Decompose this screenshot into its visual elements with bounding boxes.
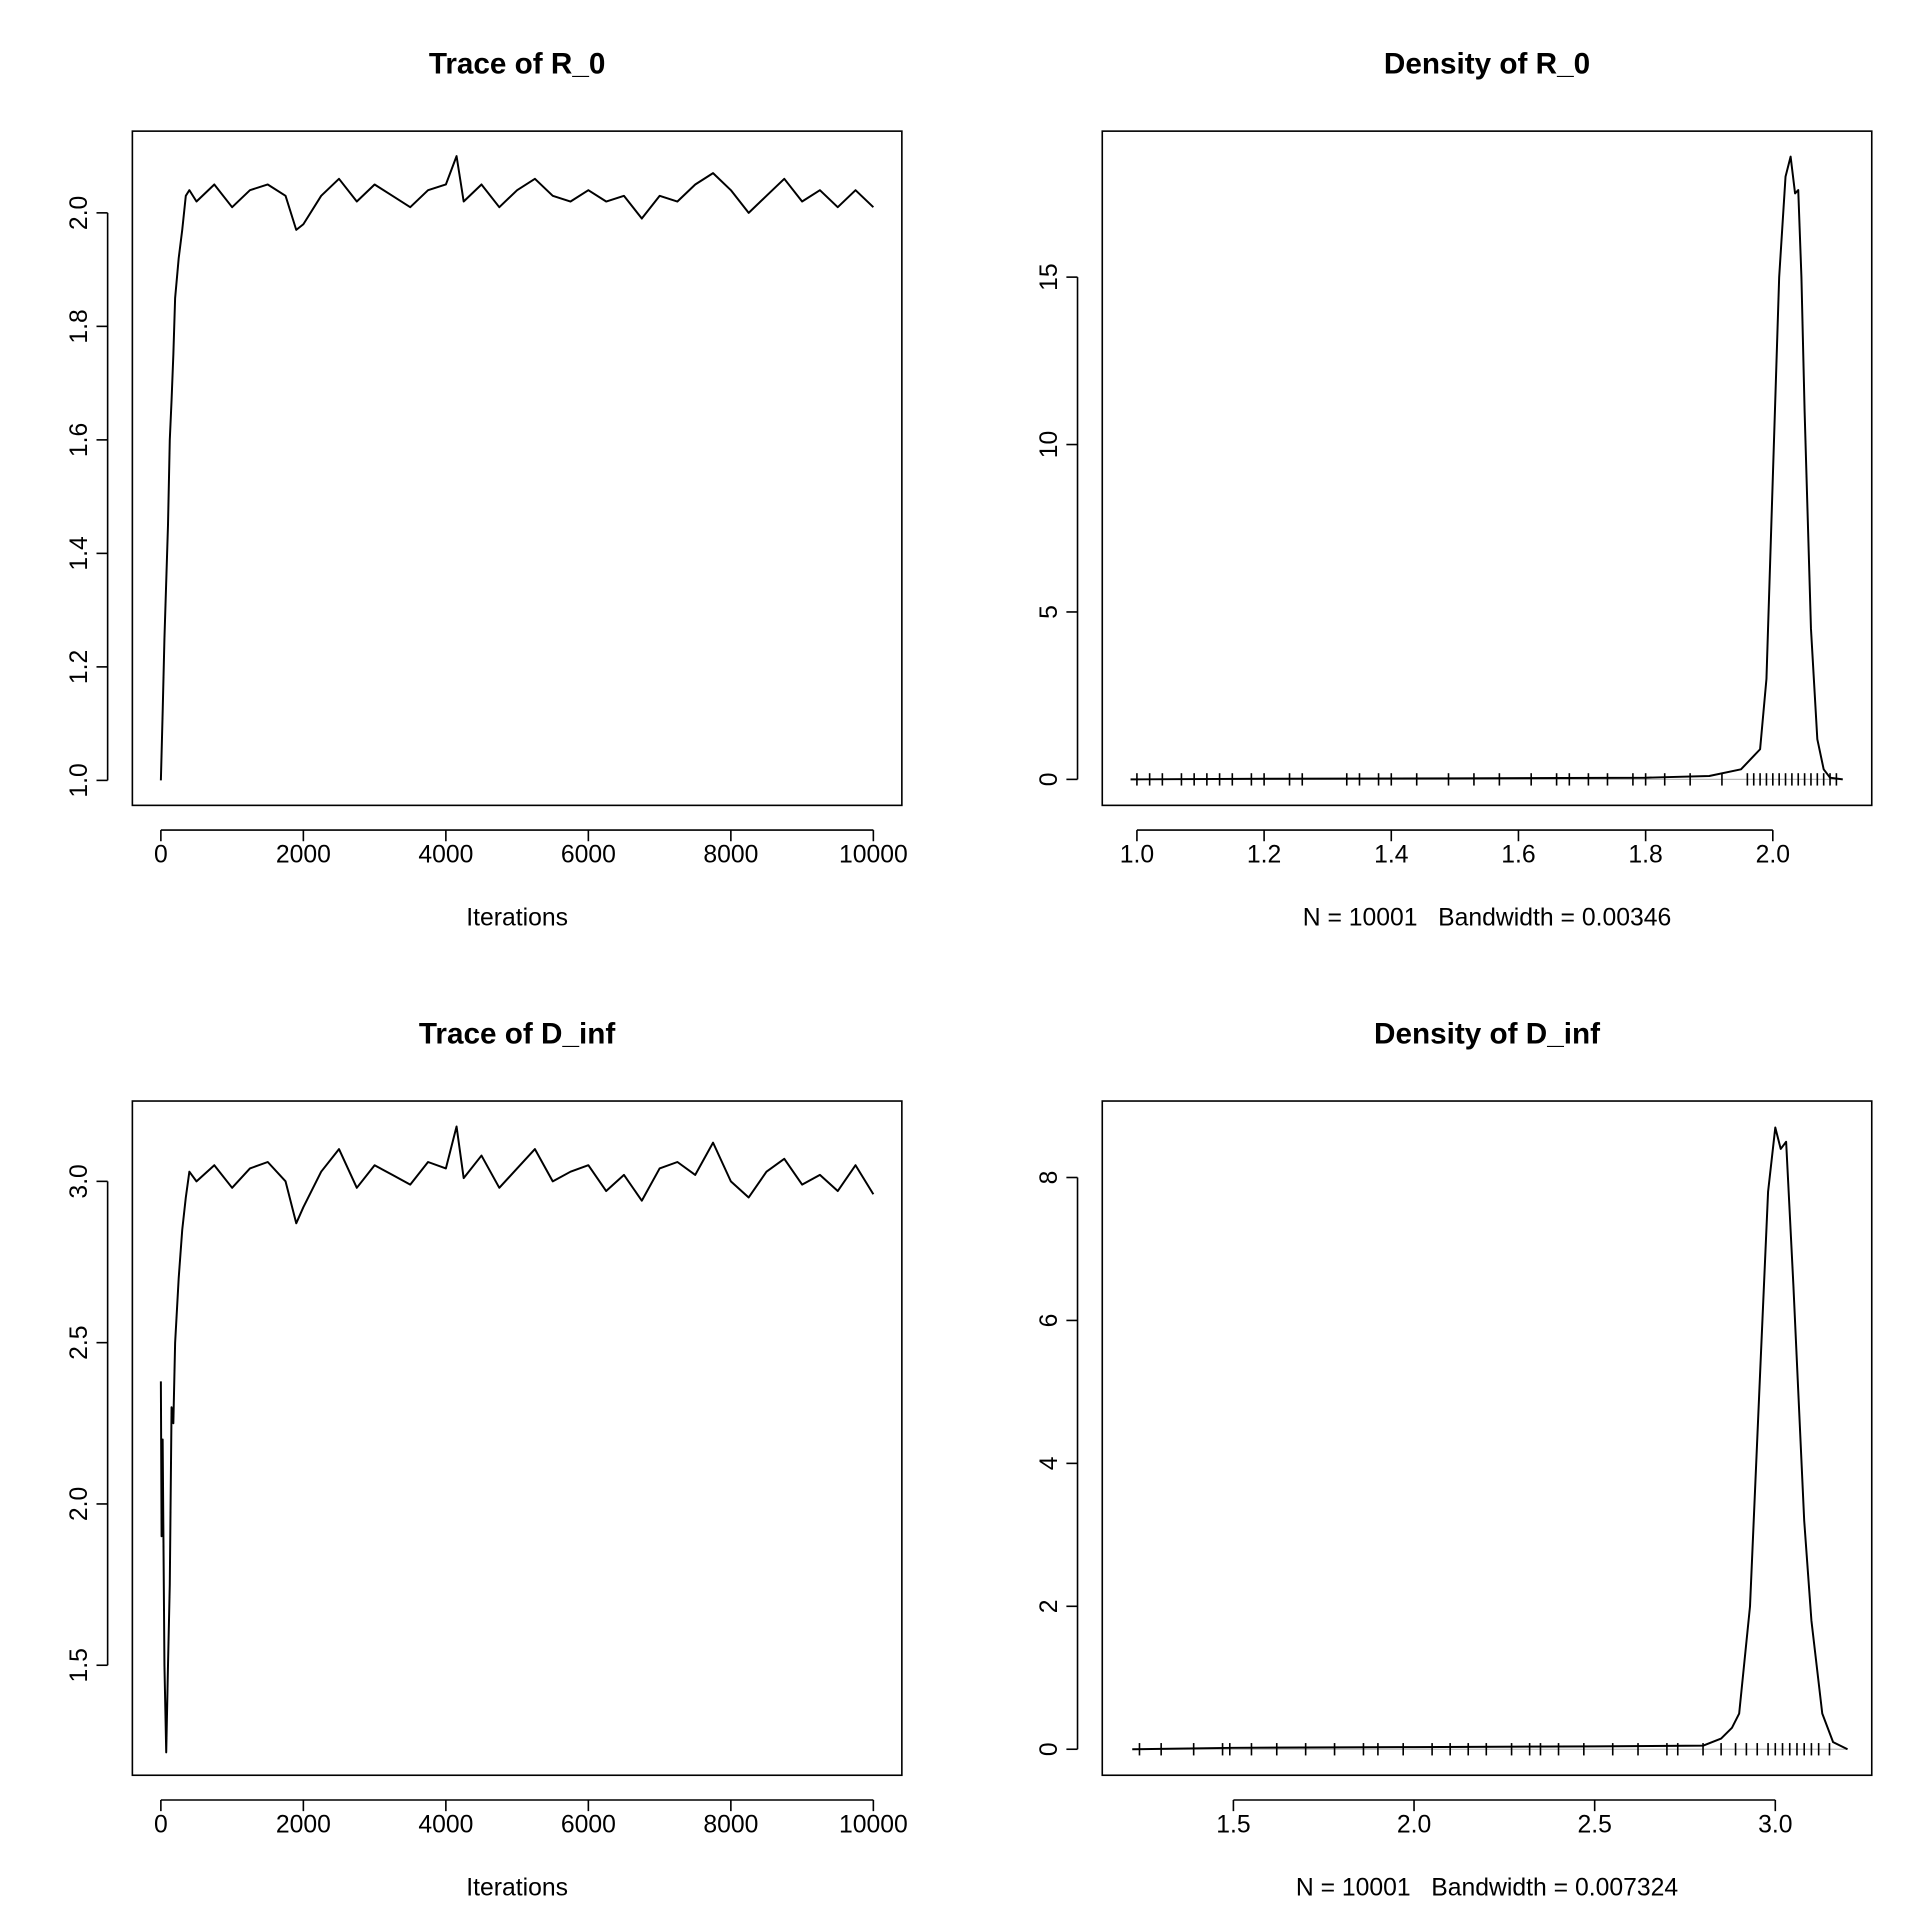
plot-frame bbox=[1101, 1100, 1873, 1777]
x-axis-label: Iterations bbox=[466, 905, 568, 932]
x-tick-label: 6000 bbox=[561, 842, 616, 869]
y-tick-label: 1.5 bbox=[66, 1648, 93, 1682]
panel: Trace of R_0 Iterations 0 2000 4000 6000 8000 1… bbox=[66, 47, 908, 931]
y-tick-label: 10 bbox=[1036, 431, 1063, 459]
x-tick-label: 2.0 bbox=[1756, 842, 1790, 869]
y-tick-label: 5 bbox=[1036, 605, 1063, 619]
x-tick-label: 4000 bbox=[418, 1812, 473, 1839]
y-tick-label: 2.5 bbox=[66, 1325, 93, 1359]
y-tick-label: 1.0 bbox=[66, 763, 93, 797]
data-line bbox=[159, 155, 875, 781]
y-tick-label: 3.0 bbox=[66, 1164, 93, 1198]
plot-frame bbox=[1101, 130, 1873, 807]
x-tick-label: 8000 bbox=[703, 842, 758, 869]
y-tick-label: 2.0 bbox=[66, 1487, 93, 1521]
y-tick-label: 0 bbox=[1036, 772, 1063, 786]
y-tick-label: 2 bbox=[1036, 1599, 1063, 1613]
chart-title: Density of D_inf bbox=[1374, 1017, 1600, 1050]
y-tick-label: 1.2 bbox=[66, 650, 93, 684]
chart-title: Trace of R_0 bbox=[429, 47, 606, 80]
x-axis-label: N = 10001 Bandwidth = 0.007324 bbox=[1296, 1875, 1679, 1902]
x-tick-label: 2000 bbox=[276, 1812, 331, 1839]
y-tick-label: 1.6 bbox=[66, 423, 93, 457]
y-tick-label: 1.8 bbox=[66, 309, 93, 343]
panel: Trace of D_inf Iterations 0 2000 4000 6000 800… bbox=[66, 1017, 908, 1901]
x-tick-label: 1.8 bbox=[1628, 842, 1662, 869]
panel: Density of D_inf N = 10001 Bandwidth = 0.… bbox=[1036, 1017, 1873, 1902]
x-tick-label: 0 bbox=[154, 1812, 168, 1839]
x-tick-label: 10000 bbox=[839, 1812, 908, 1839]
x-tick-label: 4000 bbox=[418, 842, 473, 869]
x-tick-label: 6000 bbox=[561, 1812, 616, 1839]
x-axis-label: Iterations bbox=[466, 1875, 568, 1902]
x-tick-label: 1.0 bbox=[1120, 842, 1154, 869]
y-tick-label: 8 bbox=[1036, 1171, 1063, 1185]
y-tick-label: 15 bbox=[1036, 263, 1063, 291]
x-tick-label: 2.5 bbox=[1577, 1812, 1611, 1839]
plot-frame bbox=[131, 130, 903, 807]
chart-title: Trace of D_inf bbox=[419, 1017, 615, 1050]
data-line bbox=[1130, 155, 1843, 781]
x-tick-label: 1.4 bbox=[1374, 842, 1409, 869]
x-tick-label: 8000 bbox=[703, 1812, 758, 1839]
chart-title: Density of R_0 bbox=[1384, 47, 1590, 80]
x-tick-label: 0 bbox=[154, 842, 168, 869]
y-tick-label: 0 bbox=[1036, 1742, 1063, 1756]
y-tick-label: 1.4 bbox=[66, 536, 93, 571]
panel: Density of R_0 N = 10001 Bandwidth = 0.00… bbox=[1036, 47, 1873, 932]
data-line bbox=[1132, 1126, 1848, 1751]
x-tick-label: 1.6 bbox=[1501, 842, 1535, 869]
plot-frame bbox=[131, 1100, 903, 1777]
data-line bbox=[159, 1125, 875, 1754]
x-tick-label: 1.5 bbox=[1216, 1812, 1250, 1839]
y-tick-label: 2.0 bbox=[66, 196, 93, 230]
x-tick-label: 2.0 bbox=[1397, 1812, 1431, 1839]
y-tick-label: 4 bbox=[1036, 1456, 1063, 1470]
x-axis-label: N = 10001 Bandwidth = 0.00346 bbox=[1303, 905, 1672, 932]
x-tick-label: 1.2 bbox=[1247, 842, 1281, 869]
y-tick-label: 6 bbox=[1036, 1314, 1063, 1328]
x-tick-label: 10000 bbox=[839, 842, 908, 869]
x-tick-label: 3.0 bbox=[1758, 1812, 1792, 1839]
x-tick-label: 2000 bbox=[276, 842, 331, 869]
